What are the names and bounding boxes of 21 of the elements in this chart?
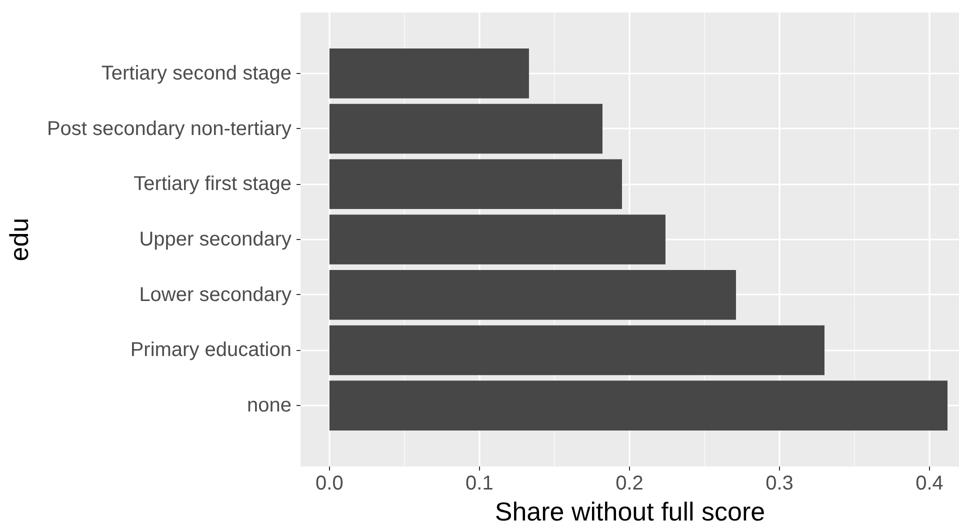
y-tick-label: Tertiary first stage bbox=[134, 173, 292, 196]
x-tick-label: 0.4 bbox=[916, 472, 944, 494]
y-tick-label: Lower secondary bbox=[139, 284, 292, 306]
bar bbox=[329, 380, 948, 431]
y-tick-label: Primary education bbox=[130, 339, 292, 362]
bar bbox=[329, 104, 602, 154]
y-tick-label: Tertiary second stage bbox=[101, 62, 292, 84]
bar bbox=[329, 159, 622, 210]
y-tick-label: Upper secondary bbox=[139, 228, 292, 250]
bar bbox=[329, 270, 736, 320]
x-axis-title: Share without full score bbox=[494, 496, 766, 526]
y-tick-label: none bbox=[247, 394, 292, 417]
y-tick-label: Post secondary non-tertiary bbox=[46, 118, 292, 140]
x-tick-label: 0.0 bbox=[316, 472, 344, 494]
x-tick-label: 0.2 bbox=[616, 472, 644, 494]
x-tick-label: 0.3 bbox=[766, 472, 794, 494]
bar bbox=[329, 325, 824, 376]
bar bbox=[329, 48, 529, 98]
bar bbox=[329, 214, 666, 264]
x-tick-label: 0.1 bbox=[466, 472, 494, 494]
y-axis-title: edu bbox=[4, 218, 34, 262]
